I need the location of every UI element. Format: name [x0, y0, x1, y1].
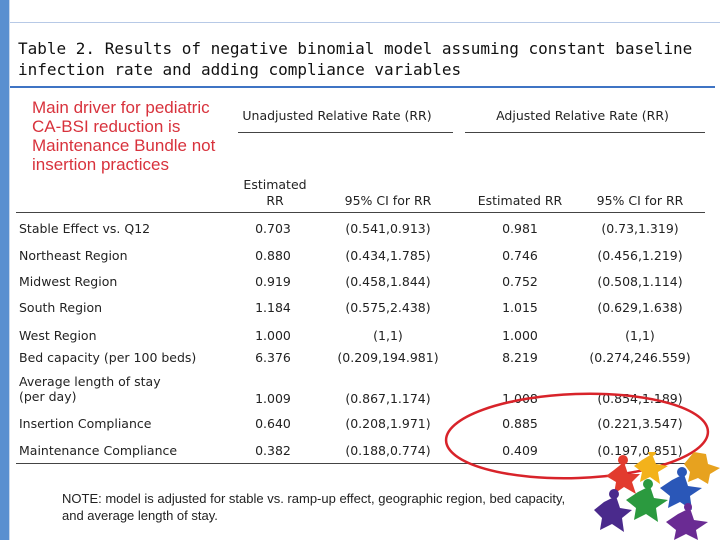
row-label: Maintenance Compliance	[19, 443, 178, 458]
cell-adj-estimate: 1.008	[502, 391, 538, 406]
slide-title: Table 2. Results of negative binomial mo…	[18, 39, 693, 79]
row-label: Midwest Region	[19, 274, 118, 289]
left-accent-bar	[0, 0, 9, 540]
group-header-rule-unadjusted	[238, 132, 453, 133]
cell-adj-estimate: 0.409	[502, 443, 538, 458]
cell-unadj-estimate: 1.000	[255, 328, 291, 343]
title-underline	[10, 86, 715, 88]
row-label: Bed capacity (per 100 beds)	[19, 350, 197, 365]
cell-adj-ci: (0.456,1.219)	[597, 248, 683, 263]
cell-adj-estimate: 1.015	[502, 300, 538, 315]
cell-unadj-estimate: 6.376	[255, 350, 291, 365]
cell-unadj-estimate: 0.880	[255, 248, 291, 263]
cell-unadj-ci: (0.541,0.913)	[345, 221, 431, 236]
cell-unadj-estimate: 0.919	[255, 274, 291, 289]
cell-adj-estimate: 1.000	[502, 328, 538, 343]
table-bottom-rule	[16, 463, 705, 464]
cell-adj-estimate: 0.885	[502, 416, 538, 431]
column-header-adj-ci: 95% CI for RR	[596, 193, 684, 208]
cell-adj-ci: (1,1)	[625, 328, 655, 343]
cell-unadj-estimate: 0.703	[255, 221, 291, 236]
row-label: South Region	[19, 300, 103, 315]
cell-unadj-ci: (0.208,1.971)	[345, 416, 431, 431]
cell-adj-estimate: 0.752	[502, 274, 538, 289]
children-figures-logo-icon	[594, 452, 720, 540]
group-header-adjusted: Adjusted Relative Rate (RR)	[496, 108, 669, 123]
row-label: Stable Effect vs. Q12	[19, 221, 151, 236]
cell-adj-estimate: 8.219	[502, 350, 538, 365]
table-top-rule	[16, 212, 705, 213]
column-header-adj-estimate: Estimated RR	[477, 193, 563, 208]
group-header-unadjusted: Unadjusted Relative Rate (RR)	[242, 108, 432, 123]
column-header-unadj-estimate: Estimated RR	[243, 177, 307, 208]
cell-unadj-ci: (0.188,0.774)	[345, 443, 431, 458]
cell-unadj-estimate: 1.184	[255, 300, 291, 315]
group-header-rule-adjusted	[465, 132, 705, 133]
cell-unadj-ci: (0.575,2.438)	[345, 300, 431, 315]
cell-unadj-ci: (0.434,1.785)	[345, 248, 431, 263]
callout-text: Main driver for pediatric CA-BSI reducti…	[32, 98, 216, 174]
cell-adj-estimate: 0.746	[502, 248, 538, 263]
row-label: Northeast Region	[19, 248, 128, 263]
cell-adj-ci: (0.221,3.547)	[597, 416, 683, 431]
left-accent-line	[9, 0, 10, 540]
footnote: NOTE: model is adjusted for stable vs. r…	[62, 491, 566, 523]
row-label: Average length of stay (per day)	[19, 374, 161, 404]
cell-adj-ci: (0.629,1.638)	[597, 300, 683, 315]
cell-adj-ci: (0.73,1.319)	[601, 221, 679, 236]
cell-adj-ci: (0.508,1.114)	[597, 274, 683, 289]
cell-unadj-estimate: 0.640	[255, 416, 291, 431]
cell-adj-estimate: 0.981	[502, 221, 538, 236]
cell-unadj-estimate: 0.382	[255, 443, 291, 458]
cell-unadj-ci: (1,1)	[373, 328, 403, 343]
row-label: West Region	[19, 328, 97, 343]
top-rule	[10, 22, 720, 23]
column-header-unadj-ci: 95% CI for RR	[344, 193, 432, 208]
cell-adj-ci: (0.274,246.559)	[589, 350, 691, 365]
cell-adj-ci: (0.854,1.189)	[597, 391, 683, 406]
cell-unadj-ci: (0.209,194.981)	[337, 350, 439, 365]
cell-unadj-ci: (0.867,1.174)	[345, 391, 431, 406]
row-label: Insertion Compliance	[19, 416, 152, 431]
cell-unadj-estimate: 1.009	[255, 391, 291, 406]
cell-unadj-ci: (0.458,1.844)	[345, 274, 431, 289]
